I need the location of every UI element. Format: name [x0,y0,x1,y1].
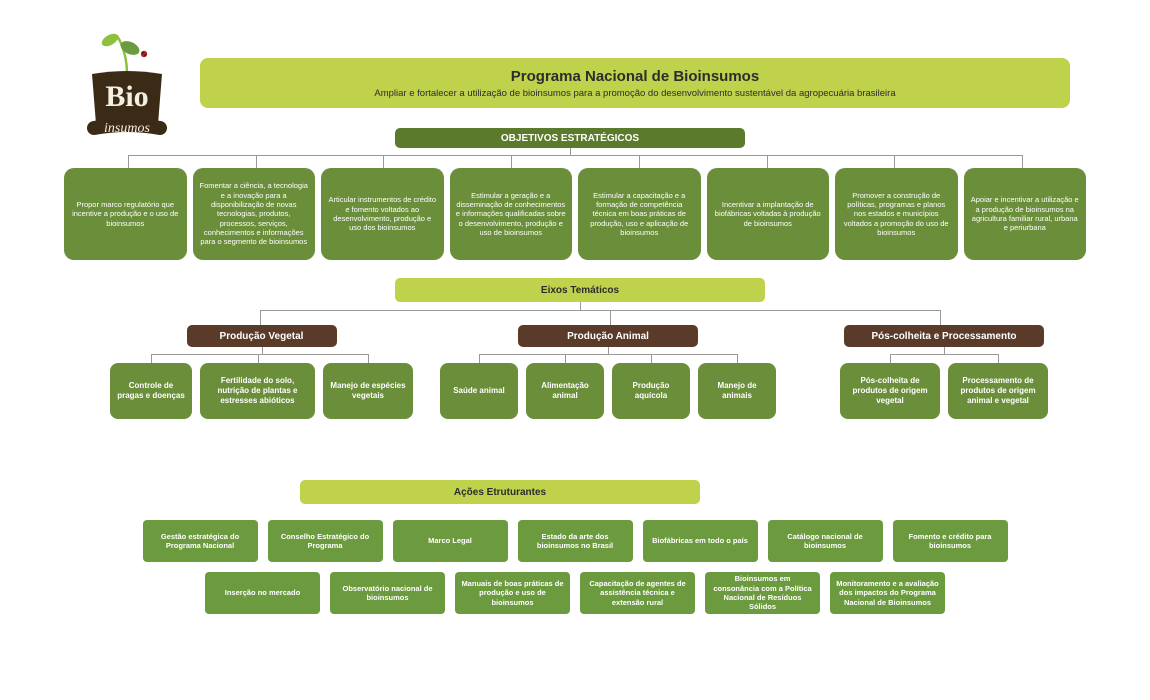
logo-word2: insumos [104,121,150,136]
eixo-card: Manejo de animais [698,363,776,419]
objetivos-header: OBJETIVOS ESTRATÉGICOS [395,128,745,148]
acao-card: Biofábricas em todo o país [643,520,758,562]
acoes-row-1: Gestão estratégica do Programa NacionalC… [130,520,1020,562]
page-subtitle: Ampliar e fortalecer a utilização de bio… [374,88,895,99]
objetivo-card: Estimular a capacitação e a formação de … [578,168,701,260]
acao-card: Capacitação de agentes de assistência té… [580,572,695,614]
acao-card: Inserção no mercado [205,572,320,614]
acao-card: Catálogo nacional de bioinsumos [768,520,883,562]
eixo-group: Pós-colheita e Processamento Pós-colheita… [840,325,1048,419]
acoes-row-2: Inserção no mercadoObservatório nacional… [130,572,1020,614]
eixos-header: Eixos Temáticos [395,278,765,302]
acao-card: Gestão estratégica do Programa Nacional [143,520,258,562]
eixo-header: Produção Animal [518,325,698,347]
objetivo-card: Articular instrumentos de crédito e fome… [321,168,444,260]
objetivo-card: Incentivar a implantação de biofábricas … [707,168,830,260]
acao-card: Conselho Estratégico do Programa [268,520,383,562]
eixo-cards-row: Controle de pragas e doençasFertilidade … [110,363,413,419]
eixo-cards-row: Saúde animalAlimentação animalProdução a… [440,363,776,419]
eixo-card: Produção aquícola [612,363,690,419]
objetivo-card: Estimular a geração e a disseminação de … [450,168,573,260]
acao-card: Monitoramento e a avaliação dos impactos… [830,572,945,614]
acao-card: Fomento e crédito para bioinsumos [893,520,1008,562]
page-title: Programa Nacional de Bioinsumos [511,68,759,85]
eixo-card: Pós-colheita de produtos de origem veget… [840,363,940,419]
acao-card: Bioinsumos em consonância com a Política… [705,572,820,614]
acao-card: Manuais de boas práticas de produção e u… [455,572,570,614]
objetivo-card: Apoiar e incentivar a utilização e a pro… [964,168,1087,260]
objetivo-card: Propor marco regulatório que incentive a… [64,168,187,260]
logo: Bio insumos [72,28,182,148]
acoes-header: Ações Etruturantes [300,480,700,504]
eixo-header: Pós-colheita e Processamento [844,325,1044,347]
objetivo-card: Fomentar a ciência, a tecnologia e a ino… [193,168,316,260]
objetivo-card: Promover a construção de políticas, prog… [835,168,958,260]
eixo-card: Processamento de produtos de origem anim… [948,363,1048,419]
eixo-card: Manejo de espécies vegetais [323,363,413,419]
eixo-card: Controle de pragas e doenças [110,363,192,419]
acao-card: Marco Legal [393,520,508,562]
eixo-group: Produção AnimalSaúde animalAlimentação a… [440,325,776,419]
eixo-cards-row: Pós-colheita de produtos de origem veget… [840,363,1048,419]
eixo-card: Fertilidade do solo, nutrição de plantas… [200,363,315,419]
eixo-group: Produção Vegetal Controle de pragas e doe… [110,325,413,419]
eixo-card: Alimentação animal [526,363,604,419]
title-banner: Programa Nacional de Bioinsumos Ampliar … [200,58,1070,108]
eixo-card: Saúde animal [440,363,518,419]
eixo-header: Produção Vegetal [187,325,337,347]
objetivos-row: Propor marco regulatório que incentive a… [64,168,1086,260]
logo-word1: Bio [105,80,148,113]
acoes-wrap: Gestão estratégica do Programa NacionalC… [130,520,1020,624]
acao-card: Observatório nacional de bioinsumos [330,572,445,614]
acao-card: Estado da arte dos bioinsumos no Brasil [518,520,633,562]
logo-svg: Bio insumos [72,28,182,148]
